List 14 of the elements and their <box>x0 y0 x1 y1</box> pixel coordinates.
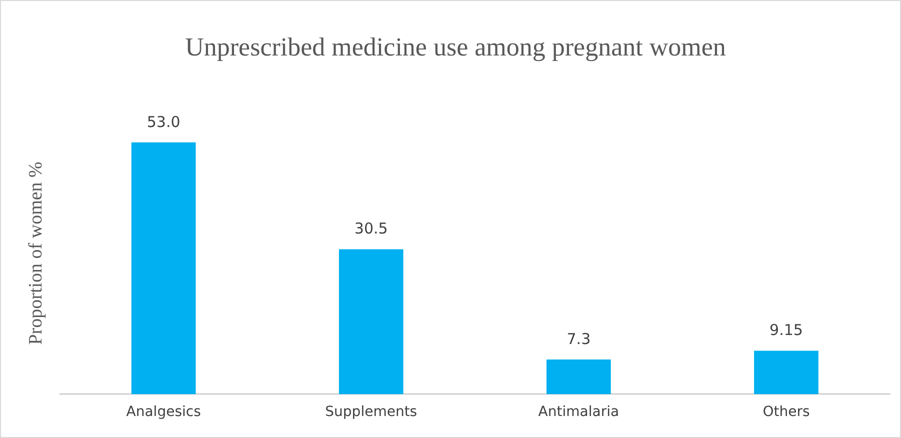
x-tick-label: Others <box>762 404 810 420</box>
data-label: 7.3 <box>566 330 591 348</box>
chart-title: Unprescribed medicine use among pregnant women <box>185 32 726 62</box>
data-label: 53.0 <box>146 112 180 131</box>
bar <box>546 360 611 394</box>
x-tick-label: Analgesics <box>126 404 201 420</box>
bar <box>131 142 196 394</box>
bar <box>338 249 404 394</box>
y-axis-title: Proportion of women % <box>25 161 46 345</box>
x-tick-label: Antimalaria <box>538 404 620 420</box>
data-label: 30.5 <box>354 220 388 238</box>
x-tick-label: Supplements <box>325 404 418 420</box>
data-label: 9.15 <box>770 321 803 340</box>
bar <box>754 350 818 394</box>
